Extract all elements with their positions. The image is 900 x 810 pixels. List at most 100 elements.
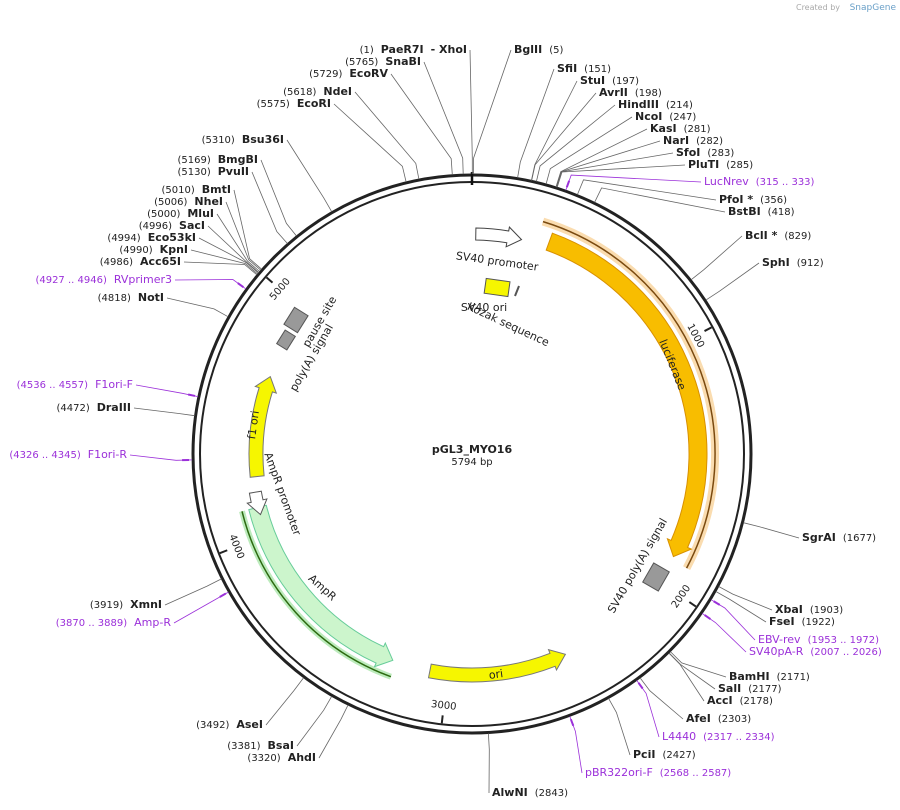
label-position: (1) — [360, 45, 374, 56]
label-position: (2427) — [662, 750, 695, 761]
enzyme-line — [190, 249, 258, 275]
enzyme-label: (5169) BmgBI — [178, 153, 258, 166]
label-name: Amp-R — [134, 616, 171, 629]
primer-site — [219, 592, 227, 598]
primer-line — [636, 680, 660, 738]
label-name: KasI — [650, 122, 677, 135]
label-position: (418) — [768, 207, 795, 218]
enzyme-line — [469, 49, 473, 174]
enzyme-label: (5130) PvuII — [177, 165, 249, 178]
enzyme-line — [318, 704, 349, 759]
label-name: F1ori-F — [95, 378, 133, 391]
primer-site — [187, 393, 196, 397]
label-position: (198) — [635, 88, 662, 99]
label-name: BclI * — [745, 229, 778, 242]
enzyme-label: SalI (2177) — [718, 682, 782, 695]
primer-site — [637, 682, 644, 690]
label-position: (4927 .. 4946) — [35, 275, 107, 286]
label-name: PfoI * — [719, 193, 753, 206]
label-name: - XhoI — [431, 43, 467, 56]
label-position: (4536 .. 4557) — [17, 380, 89, 391]
label-name: SV40pA-R — [749, 645, 804, 658]
label-name: XbaI — [775, 603, 803, 616]
kozak-mark — [514, 285, 520, 297]
label-position: (5618) — [283, 87, 316, 98]
enzyme-line — [608, 698, 631, 756]
tick-mark — [265, 276, 274, 284]
label-position: (3492) — [196, 720, 229, 731]
enzyme-label: (4818) NotI — [98, 291, 164, 304]
label-position: (912) — [797, 258, 824, 269]
label-position: (356) — [760, 195, 787, 206]
label-name: NcoI — [635, 110, 662, 123]
label-position: (1922) — [802, 617, 835, 628]
brand: SnapGene — [850, 3, 897, 13]
label-name: SfiI — [557, 62, 577, 75]
label-name: HindIII — [618, 98, 659, 111]
feature-label: SV40 ori — [461, 301, 507, 314]
label-name: AseI — [236, 718, 263, 731]
sv40-polya-box — [642, 562, 670, 592]
f1-ori-arrow — [248, 375, 278, 478]
label-position: (282) — [696, 136, 723, 147]
enzyme-line — [517, 68, 555, 178]
label-position: (4990) — [119, 245, 152, 256]
enzyme-label: (5765) SnaBI — [345, 55, 421, 68]
label-name: PluTI — [688, 158, 719, 171]
label-name: NotI — [138, 291, 164, 304]
ampr-promoter-arrow — [246, 490, 268, 516]
label-name: SacI — [179, 219, 205, 232]
enzyme-label: AlwNI (2843) — [492, 786, 568, 799]
enzyme-label: (1) PaeR7I - XhoI — [360, 43, 467, 56]
enzyme-label: PciI (2427) — [633, 748, 696, 761]
label-name: PciI — [633, 748, 655, 761]
enzyme-line — [556, 152, 674, 188]
enzyme-line — [536, 104, 616, 182]
label-name: BsaI — [268, 739, 294, 752]
label-position: (5130) — [177, 167, 210, 178]
luciferase-arrow — [545, 232, 708, 558]
primer-site — [713, 600, 721, 606]
enzyme-label: (3919) XmnI — [90, 598, 162, 611]
enzyme-label: (4472) DraIII — [56, 401, 131, 414]
label-position: (1677) — [843, 533, 876, 544]
enzyme-label: SphI (912) — [762, 256, 824, 269]
tick-label: 5000 — [268, 276, 293, 302]
label-name: pBR322ori-F — [585, 766, 653, 779]
ampr-primer-line — [241, 511, 392, 678]
label-position: (2178) — [740, 696, 773, 707]
enzyme-line — [183, 261, 258, 276]
enzyme-label: (5729) EcoRV — [309, 67, 388, 80]
label-position: (214) — [666, 100, 693, 111]
label-name: BmtI — [202, 183, 231, 196]
enzyme-label: AccI (2178) — [707, 694, 773, 707]
enzyme-line — [743, 522, 800, 539]
enzyme-label: (4990) KpnI — [119, 243, 188, 256]
primer-label: pBR322ori-F (2568 .. 2587) — [585, 766, 731, 779]
tick-mark — [440, 715, 444, 724]
label-name: SalI — [718, 682, 741, 695]
enzyme-line — [198, 237, 259, 274]
label-name: StuI — [580, 74, 605, 87]
label-position: (5) — [549, 45, 563, 56]
label-position: (283) — [707, 148, 734, 159]
enzyme-line — [233, 189, 262, 270]
label-name: SfoI — [676, 146, 700, 159]
enzyme-label: (5310) Bsu36I — [202, 133, 284, 146]
label-name: EcoRI — [297, 97, 331, 110]
label-position: (5169) — [178, 155, 211, 166]
label-name: DraIII — [97, 401, 131, 414]
label-position: (281) — [684, 124, 711, 135]
sv40-ori-box — [483, 277, 511, 298]
label-position: (315 .. 333) — [756, 177, 815, 188]
luciferase-primer-line — [542, 220, 716, 569]
label-name: BstBI — [728, 205, 761, 218]
label-name: BglII — [514, 43, 542, 56]
ori-arrow — [427, 648, 567, 683]
enzyme-line — [207, 225, 260, 273]
tick-label: 3000 — [430, 699, 457, 713]
enzyme-label: AvrII (198) — [599, 86, 662, 99]
label-position: (3919) — [90, 600, 123, 611]
enzyme-label: (5006) NheI — [154, 195, 223, 208]
enzyme-label: SfiI (151) — [557, 62, 611, 75]
